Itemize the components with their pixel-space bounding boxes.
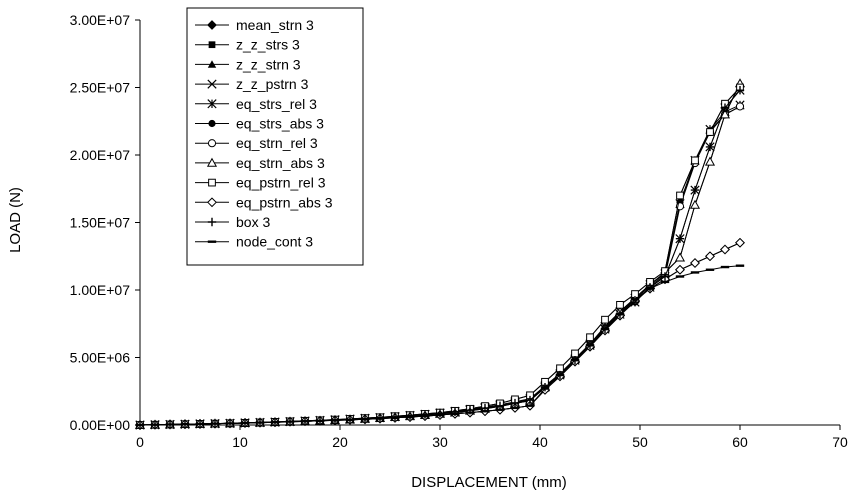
data-point: [691, 156, 699, 165]
y-ticks: 0.00E+00 5.00E+06 1.00E+07 1.50E+07 2.00E+07…: [70, 12, 140, 433]
data-point: [207, 139, 217, 148]
data-point: [675, 234, 685, 243]
data-point: [586, 333, 594, 342]
y-tick-label: 3.00E+07: [70, 12, 131, 28]
series-line: [139, 242, 741, 426]
x-tick-label: 70: [832, 434, 848, 450]
x-ticks: 0 10 20 30 40 50 60 70: [136, 425, 848, 450]
data-point: [207, 20, 217, 30]
legend-label: eq_strn_abs 3: [236, 155, 325, 171]
x-tick-label: 10: [232, 434, 248, 450]
legend-label: mean_strn 3: [236, 17, 314, 33]
legend-label: eq_strn_rel 3: [236, 135, 318, 151]
y-tick-label: 0.00E+00: [70, 417, 131, 433]
legend-item: eq_strs_abs 3: [195, 116, 324, 132]
x-tick-label: 40: [532, 434, 548, 450]
data-point: [735, 86, 745, 95]
x-tick-label: 30: [432, 434, 448, 450]
data-point: [735, 102, 745, 111]
data-point: [689, 199, 701, 209]
legend-label: z_z_strs 3: [236, 37, 300, 53]
series-node-cont-3: [135, 264, 745, 427]
legend-label: box 3: [236, 214, 270, 230]
legend-label: eq_strs_abs 3: [236, 116, 324, 132]
y-tick-label: 1.50E+07: [70, 215, 131, 231]
legend: mean_strn 3 z_z_strs 3 z_z_strn 3 z_z_pstrn…: [186, 7, 364, 266]
data-point: [674, 252, 686, 262]
legend-item: eq_pstrn_abs 3: [195, 194, 333, 210]
data-point: [206, 157, 218, 167]
data-point: [510, 398, 520, 408]
x-tick-label: 20: [332, 434, 348, 450]
y-tick-label: 1.00E+07: [70, 282, 131, 298]
data-point: [705, 251, 715, 262]
x-tick-label: 50: [632, 434, 648, 450]
legend-item: node_cont 3: [195, 234, 313, 250]
series-line: [139, 242, 741, 426]
legend-item: box 3: [195, 214, 270, 230]
data-point: [540, 383, 550, 392]
y-tick-label: 2.00E+07: [70, 147, 131, 163]
data-point: [720, 244, 730, 255]
legend-label: eq_pstrn_rel 3: [236, 175, 326, 191]
legend-label: eq_strs_rel 3: [236, 96, 317, 112]
plot-area: 0 10 20 30 40 50 60 70 0.00E+00 5.00E+06 1.00E+07…: [70, 12, 848, 450]
legend-item: eq_pstrn_rel 3: [195, 175, 326, 191]
legend-item: eq_strs_rel 3: [195, 96, 317, 112]
legend-items: mean_strn 3 z_z_strs 3 z_z_strn 3 z_z_pstrn…: [195, 17, 333, 250]
y-axis-label: LOAD (N): [7, 187, 24, 253]
data-point: [571, 349, 579, 358]
series-layer: [134, 78, 746, 430]
legend-item: z_z_strn 3: [195, 56, 301, 72]
data-point: [720, 103, 730, 112]
data-point: [208, 41, 216, 49]
legend-label: node_cont 3: [236, 234, 313, 250]
data-point: [601, 315, 609, 324]
legend-label: eq_pstrn_abs 3: [236, 194, 333, 210]
legend-label: z_z_pstrn 3: [236, 76, 309, 92]
series-eq-pstrn-abs-3: [135, 237, 745, 430]
data-point: [704, 156, 716, 166]
legend-item: eq_strn_abs 3: [195, 155, 325, 171]
data-point: [207, 217, 217, 227]
data-point: [207, 79, 217, 89]
data-point: [525, 395, 535, 405]
legend-label: z_z_strn 3: [236, 56, 301, 72]
data-point: [207, 99, 217, 109]
legend-item: z_z_strs 3: [195, 37, 300, 53]
legend-item: mean_strn 3: [195, 17, 314, 33]
data-point: [208, 119, 216, 128]
data-point: [735, 237, 745, 248]
data-point: [705, 142, 715, 152]
x-tick-label: 60: [732, 434, 748, 450]
data-point: [616, 300, 624, 309]
data-point: [207, 197, 217, 208]
data-point: [208, 178, 216, 187]
data-point: [207, 60, 217, 68]
data-point: [706, 128, 714, 136]
legend-item: eq_strn_rel 3: [195, 135, 318, 151]
data-point: [690, 258, 700, 268]
data-point: [660, 272, 670, 281]
data-point: [405, 411, 415, 420]
data-point: [690, 185, 700, 195]
data-point: [556, 364, 564, 373]
data-point: [675, 264, 685, 275]
y-tick-label: 5.00E+06: [70, 350, 131, 366]
series-mean-strn-3: [135, 237, 745, 430]
x-tick-label: 0: [136, 434, 144, 450]
data-point: [676, 191, 684, 200]
x-axis-label: DISPLACEMENT (mm): [411, 474, 567, 491]
y-tick-label: 2.50E+07: [70, 80, 131, 96]
legend-item: z_z_pstrn 3: [195, 76, 309, 92]
